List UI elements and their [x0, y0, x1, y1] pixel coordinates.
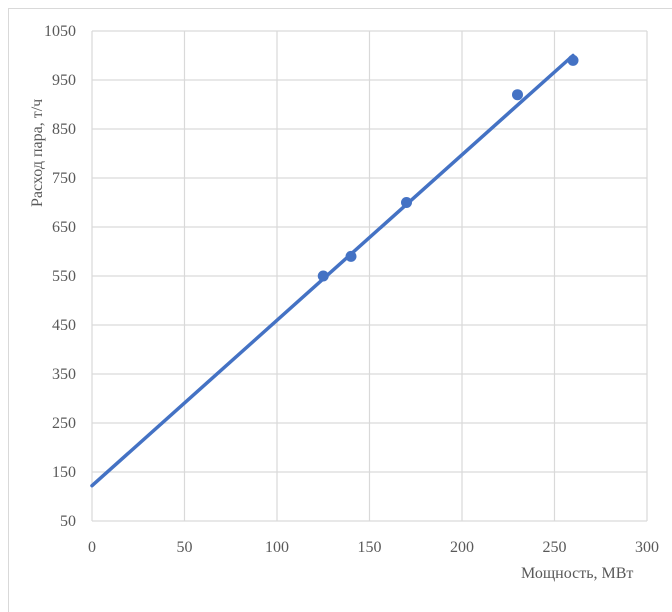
tick-labels: 0 50 100 150 200 250 300 1050 950 850 750 650 550 450…: [44, 23, 659, 556]
grid-layer: [91, 30, 648, 522]
data-point: [567, 54, 579, 66]
y-tick-label: 650: [52, 219, 76, 236]
y-tick-label: 550: [52, 268, 76, 285]
trendline: [90, 53, 575, 488]
y-tick-label: 1050: [44, 23, 76, 40]
y-tick-label: 450: [52, 317, 76, 334]
trendline-layer: [90, 53, 575, 488]
x-tick-label: 50: [177, 539, 193, 556]
y-tick-label: 750: [52, 170, 76, 187]
y-axis-title: Расход пара, т/ч: [29, 99, 46, 207]
y-tick-label: 150: [52, 464, 76, 481]
x-tick-label: 100: [265, 539, 289, 556]
x-tick-label: 300: [635, 539, 659, 556]
y-tick-label: 50: [60, 513, 76, 530]
y-tick-label: 950: [52, 72, 76, 89]
chart-frame: [8, 8, 672, 612]
y-tick-label: 250: [52, 415, 76, 432]
y-tick-label: 850: [52, 121, 76, 138]
data-points: [317, 54, 579, 282]
data-point: [512, 89, 523, 101]
x-tick-label: 250: [543, 539, 567, 556]
x-tick-label: 200: [450, 539, 474, 556]
data-point: [345, 250, 357, 262]
data-point: [401, 197, 412, 208]
y-tick-label: 350: [52, 366, 76, 383]
data-point: [317, 270, 329, 282]
x-axis-title: Мощность, МВт: [521, 565, 633, 582]
x-tick-label: 0: [88, 539, 96, 556]
x-tick-label: 150: [358, 539, 382, 556]
